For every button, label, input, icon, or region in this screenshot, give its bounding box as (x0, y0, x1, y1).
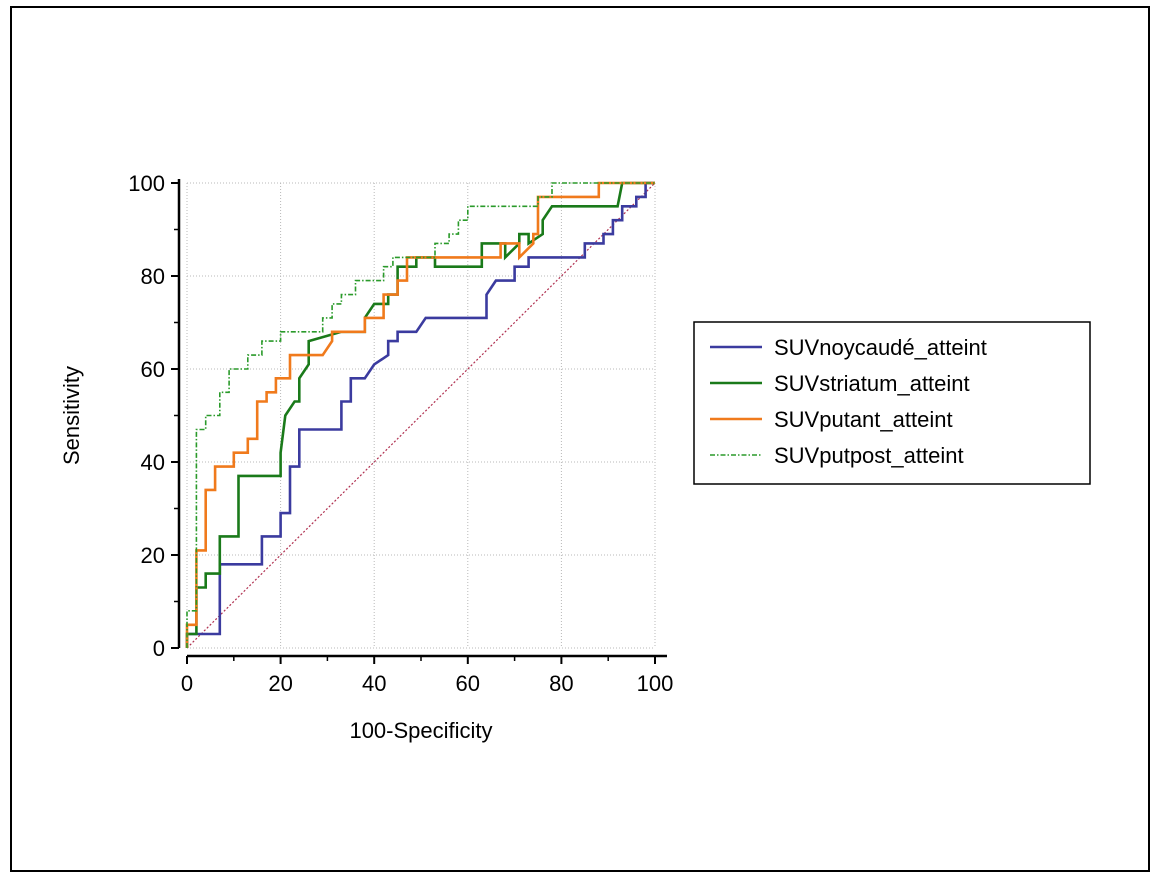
legend-label-3: SUVputant_atteint (774, 407, 953, 432)
grid (186, 182, 656, 649)
y-tick-label: 60 (141, 357, 165, 382)
y-tick-label: 20 (141, 543, 165, 568)
series-line-3 (185, 181, 655, 648)
legend-label-4: SUVputpost_atteint (774, 443, 964, 468)
axes: 0 20 40 60 80 100 0 20 40 60 80 100 (128, 171, 673, 696)
series-line-2 (185, 181, 655, 648)
y-tick-label: 80 (141, 264, 165, 289)
x-tick-label: 20 (268, 671, 292, 696)
y-tick-label: 40 (141, 450, 165, 475)
series-layer (185, 181, 655, 648)
reference-diagonal (186, 182, 656, 649)
x-tick-label: 60 (456, 671, 480, 696)
y-axis-title: Sensitivity (59, 366, 84, 465)
legend-box (693, 321, 1091, 485)
x-tick-label: 80 (549, 671, 573, 696)
series-line-4 (186, 182, 655, 648)
x-tick-label: 40 (362, 671, 386, 696)
x-tick-label: 0 (181, 671, 193, 696)
legend-label-1: SUVnoycaudé_atteint (774, 335, 987, 360)
reference-line (186, 182, 656, 649)
legend-label-2: SUVstriatum_atteint (774, 371, 970, 396)
legend: SUVnoycaudé_atteint SUVstriatum_atteint SU… (693, 321, 1091, 485)
series-line-1 (185, 181, 655, 648)
x-tick-label: 100 (637, 671, 674, 696)
x-axis-title: 100-Specificity (349, 718, 492, 743)
y-tick-label: 0 (153, 636, 165, 661)
y-tick-label: 100 (128, 171, 165, 196)
